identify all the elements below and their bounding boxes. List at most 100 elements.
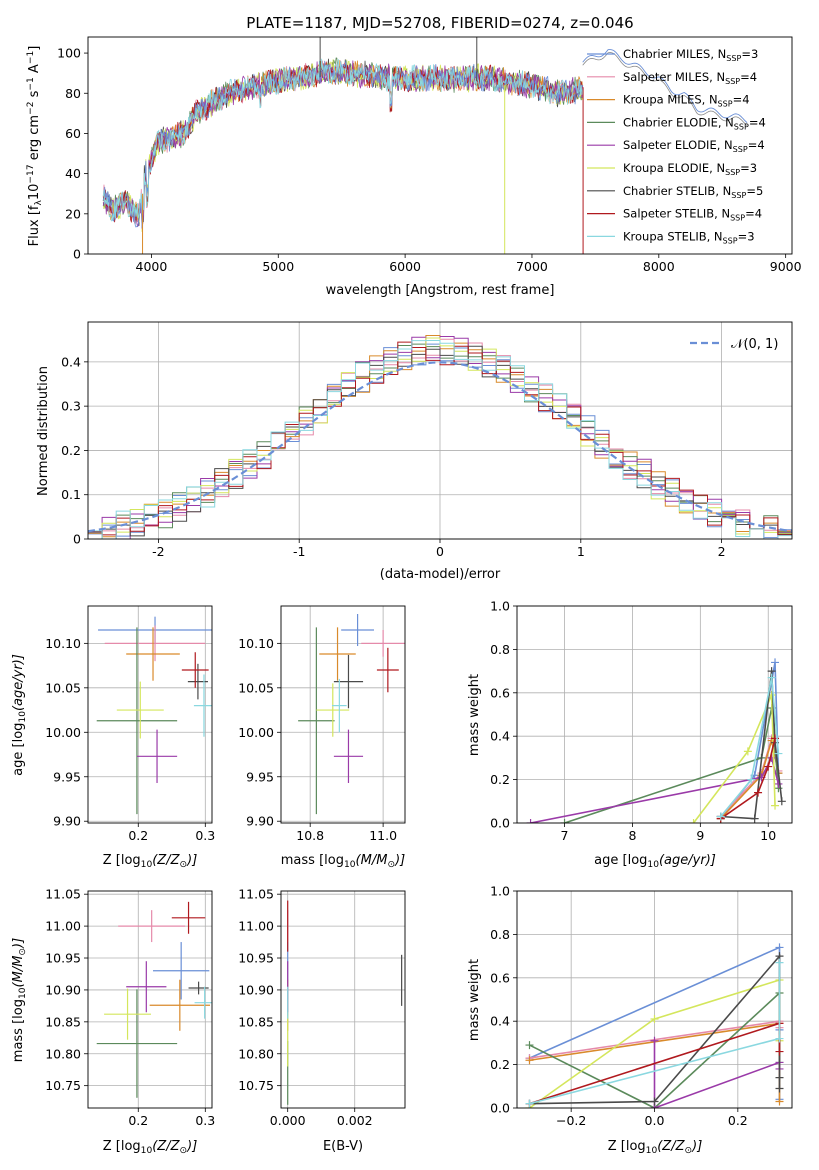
model-extension-line <box>582 49 748 123</box>
y-tick-label: 0.6 <box>490 685 510 700</box>
errorbar-point <box>333 729 364 783</box>
histogram-step <box>88 336 792 539</box>
plot-area-age-vs-mass <box>298 614 405 815</box>
weight-marker <box>560 819 569 823</box>
plot-area-weight-vs-Z <box>525 943 784 1108</box>
x-tick-label: 8 <box>628 828 636 843</box>
legend-entry: Kroupa ELODIE, NSSP=3 <box>623 161 757 177</box>
errorbar-point <box>341 614 374 647</box>
y-tick-label: 0.1 <box>61 487 81 502</box>
y-tick-label: 10.85 <box>238 1014 274 1029</box>
x-tick-label: 7 <box>561 828 569 843</box>
x-axis-label: E(B-V) <box>323 1139 363 1154</box>
x-tick-label: 11.0 <box>369 828 397 843</box>
y-tick-label: 100 <box>57 46 81 61</box>
errorbar-point <box>316 683 350 737</box>
axes-mass-vs-Z: 0.2 0.3 10.75 10.80 10.85 10.90 10.95 11.00 11.0… <box>45 887 215 1128</box>
y-tick-label: 10.80 <box>45 1046 81 1061</box>
x-tick-label: 2 <box>718 544 726 559</box>
y-tick-label: 60 <box>65 126 81 141</box>
errorbar-point <box>332 678 347 733</box>
y-tick-label: 0.6 <box>490 970 510 985</box>
weight-marker <box>775 1034 784 1043</box>
weight-marker <box>525 1099 534 1108</box>
y-axis-label: Normed distribution <box>36 366 51 496</box>
weight-marker <box>526 819 535 823</box>
x-tick-label: 8000 <box>643 259 675 274</box>
y-tick-label: 10.95 <box>238 951 274 966</box>
axes-frame <box>87 890 213 1109</box>
weight-line <box>564 707 780 823</box>
y-tick-label: 10.05 <box>45 680 81 695</box>
grid-age-vs-mass <box>281 606 405 823</box>
x-tick-label: -1 <box>293 544 305 559</box>
axes-weight-vs-age: 7 8 9 10 0.0 0.2 0.4 0.6 0.8 1.0 <box>490 599 793 843</box>
axes-age-vs-Z: 0.2 0.3 9.90 9.95 10.00 10.05 10.10 <box>45 605 215 843</box>
weight-marker <box>750 814 759 823</box>
plot-area-spectrum <box>102 37 748 254</box>
axes-residuals: -2 -1 0 1 2 0 0.1 0.2 0.3 0.4 <box>61 321 793 559</box>
y-axis-label: mass weight <box>467 674 482 756</box>
y-tick-label: 0.3 <box>61 399 81 414</box>
legend-entry: Kroupa MILES, NSSP=4 <box>623 93 750 109</box>
x-tick-label: 9000 <box>770 259 802 274</box>
y-axis-label: mass weight <box>467 959 482 1041</box>
y-tick-label: 9.90 <box>246 814 274 829</box>
y-tick-label: 10.00 <box>238 725 274 740</box>
spectrum-line <box>102 58 584 222</box>
spectrum-line <box>102 60 584 229</box>
x-axis-label: Z [log10(Z/Z⊙)] <box>103 1139 198 1156</box>
x-axis-label: mass [log10(M/M⊙)] <box>281 853 405 870</box>
model-extension-line <box>582 52 748 126</box>
axes-age-vs-mass: 10.8 11.0 9.90 9.95 10.00 10.05 10.10 <box>238 605 406 843</box>
legend-entry: Salpeter MILES, NSSP=4 <box>623 70 757 86</box>
legend-entry: Salpeter ELODIE, NSSP=4 <box>623 138 765 154</box>
axes-mass-vs-ebv: 0.000 0.002 10.75 10.80 10.85 10.90 10.95 11.00… <box>238 887 406 1128</box>
y-tick-label: 1.0 <box>490 599 510 614</box>
spectrum-line <box>102 60 584 229</box>
y-tick-label: 11.00 <box>238 919 274 934</box>
x-axis-label: wavelength [Angstrom, rest frame] <box>326 283 555 298</box>
x-tick-label: 0.000 <box>270 1113 306 1128</box>
y-tick-label: 40 <box>65 166 81 181</box>
weight-marker <box>777 797 786 806</box>
weight-marker <box>775 1073 784 1082</box>
weight-marker <box>771 801 780 810</box>
weight-marker <box>716 812 725 821</box>
y-tick-label: 0.0 <box>490 1101 510 1116</box>
y-tick-label: 10.75 <box>238 1078 274 1093</box>
x-tick-label: 4000 <box>136 259 168 274</box>
y-tick-label: 0.0 <box>490 816 510 831</box>
y-tick-label: 10.95 <box>45 951 81 966</box>
errorbar-point <box>126 627 180 681</box>
weight-marker <box>775 1084 784 1093</box>
weight-marker <box>775 958 784 967</box>
weight-line <box>720 677 780 818</box>
axes-frame <box>87 36 793 255</box>
y-tick-label: 0.8 <box>490 642 510 657</box>
errorbar-point <box>153 942 210 1000</box>
y-tick-label: 9.95 <box>246 769 274 784</box>
y-tick-label: 9.95 <box>53 769 81 784</box>
grid-age-vs-Z <box>88 606 212 823</box>
errorbar-point <box>188 981 209 995</box>
weight-marker <box>743 747 752 756</box>
weight-marker <box>775 943 784 952</box>
weight-marker <box>767 673 776 682</box>
y-tick-label: 20 <box>65 206 81 221</box>
errorbar-point <box>118 910 186 943</box>
grid-weight-vs-age <box>517 605 792 824</box>
weight-marker <box>774 749 783 758</box>
plot-area-mass-vs-Z <box>96 901 212 1098</box>
x-axis-label: (data-model)/error <box>380 567 501 582</box>
errorbar-point <box>181 652 209 688</box>
x-tick-label: 0.3 <box>195 828 215 843</box>
weight-marker <box>775 1047 784 1056</box>
y-axis-label: mass [log10(M/M⊙)] <box>11 938 28 1062</box>
axes-frame <box>516 605 793 824</box>
y-tick-label: 0.2 <box>490 772 510 787</box>
x-tick-label: 0.2 <box>128 1113 148 1128</box>
x-tick-label: 0.3 <box>195 1113 215 1128</box>
y-tick-label: 10.00 <box>45 725 81 740</box>
